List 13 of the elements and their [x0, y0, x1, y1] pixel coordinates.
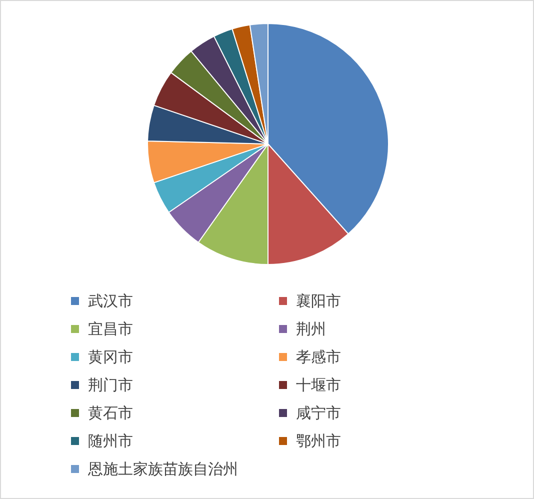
legend-label: 宜昌市 — [88, 320, 133, 338]
legend-label: 荆州 — [296, 320, 326, 338]
legend-label: 黄冈市 — [88, 348, 133, 366]
legend-label: 孝感市 — [296, 348, 341, 366]
legend-label: 鄂州市 — [296, 432, 341, 450]
legend-label: 武汉市 — [88, 292, 133, 310]
legend-label: 恩施土家族苗族自治州 — [88, 460, 238, 478]
legend-label: 咸宁市 — [296, 404, 341, 422]
legend-label: 荆门市 — [88, 376, 133, 394]
legend-label: 十堰市 — [296, 376, 341, 394]
legend-label: 黄石市 — [88, 404, 133, 422]
legend-label: 襄阳市 — [296, 292, 341, 310]
legend-label: 随州市 — [88, 432, 133, 450]
